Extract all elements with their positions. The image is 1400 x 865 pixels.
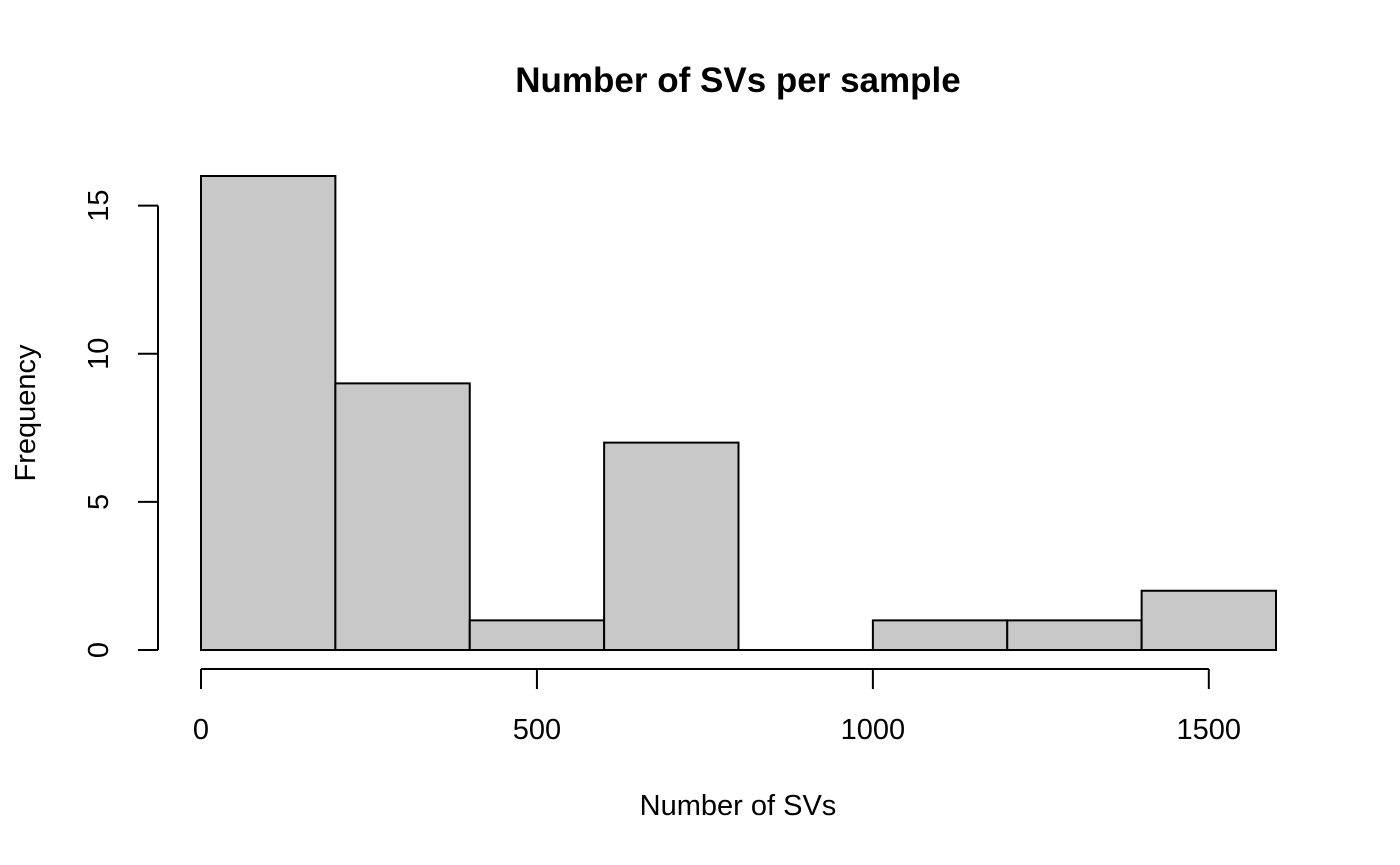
x-tick-label-0: 0 xyxy=(193,714,209,746)
histogram-bars xyxy=(200,175,1277,651)
x-axis: 0 500 1000 1500 xyxy=(193,668,1242,746)
histogram-bar-3 xyxy=(603,441,740,651)
histogram-bar-2 xyxy=(468,619,606,651)
histogram-bar-6 xyxy=(1006,619,1143,651)
y-tick-label-1: 5 xyxy=(83,494,115,510)
histogram-bar-0 xyxy=(200,175,337,651)
x-tick-label-2: 1000 xyxy=(841,714,906,746)
x-tick-label-1: 500 xyxy=(513,714,561,746)
histogram-bar-1 xyxy=(334,382,471,651)
y-tick-label-2: 10 xyxy=(83,338,115,370)
chart-title: Number of SVs per sample xyxy=(515,61,960,100)
x-axis-label: Number of SVs xyxy=(640,790,837,822)
y-axis-label: Frequency xyxy=(10,344,42,482)
y-tick-label-3: 15 xyxy=(83,189,115,221)
y-axis: 0 5 10 15 xyxy=(83,189,159,658)
histogram-bar-5 xyxy=(871,619,1009,651)
histogram-bar-7 xyxy=(1140,589,1277,651)
y-tick-label-0: 0 xyxy=(83,642,115,658)
x-tick-label-3: 1500 xyxy=(1177,714,1242,746)
